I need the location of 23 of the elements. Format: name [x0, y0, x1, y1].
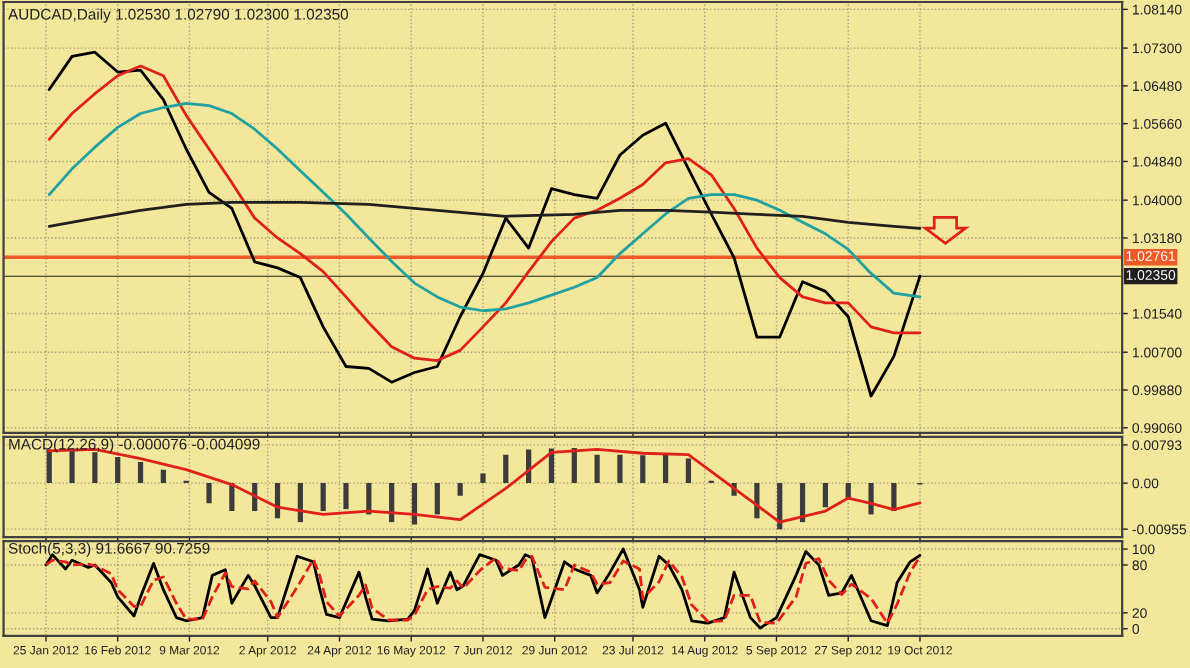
bar — [411, 483, 418, 525]
bar — [206, 483, 212, 504]
bar — [503, 454, 509, 484]
bar — [662, 453, 669, 484]
bar — [480, 473, 486, 484]
bar — [69, 450, 75, 484]
bar — [46, 449, 52, 484]
bar — [160, 469, 166, 484]
line-series — [47, 101, 922, 313]
bar — [457, 483, 463, 496]
bar — [640, 455, 646, 484]
bar — [320, 483, 326, 512]
bar — [754, 483, 760, 519]
bar — [594, 454, 600, 484]
bar — [822, 483, 829, 508]
bar — [92, 452, 98, 484]
bar — [617, 454, 623, 484]
bar — [868, 483, 874, 515]
bar — [685, 458, 692, 484]
bar — [137, 461, 144, 484]
bar — [434, 483, 440, 515]
bar — [343, 483, 349, 510]
bar — [115, 457, 121, 484]
